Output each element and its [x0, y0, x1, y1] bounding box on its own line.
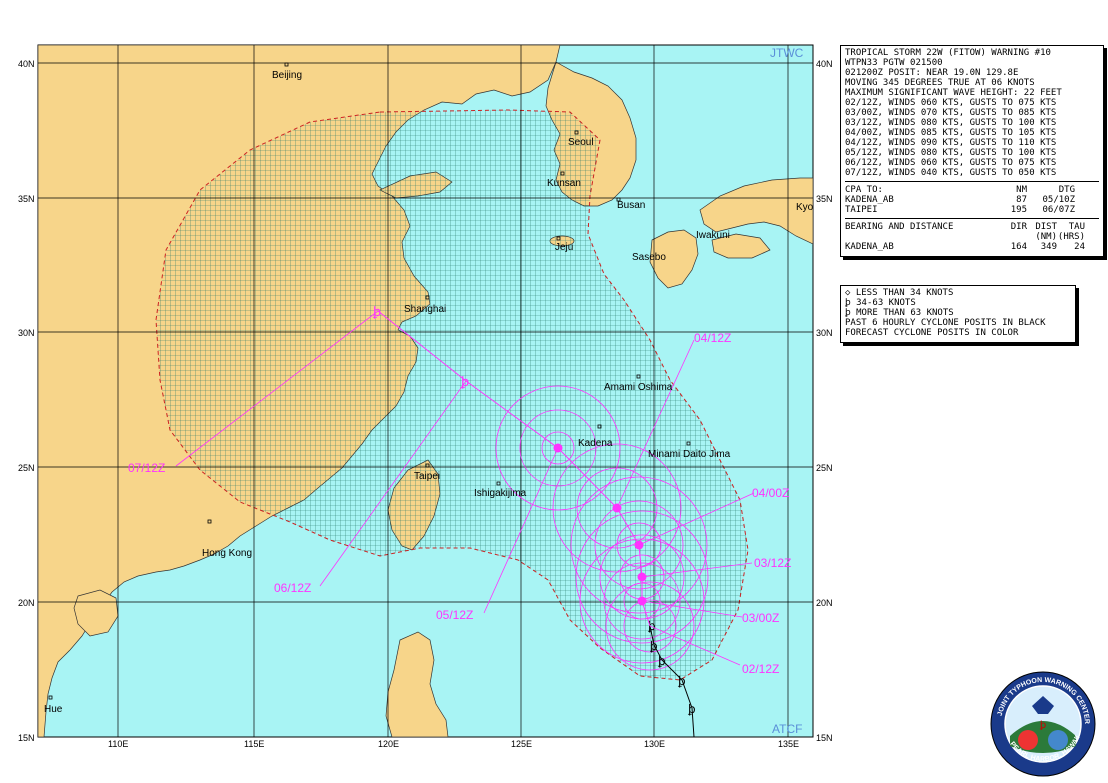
jtwc-seal: ꝧ JOINT TYPHOON WARNING CENTER PEARL HAR… [990, 671, 1096, 777]
place-kyo: Kyo [796, 202, 814, 213]
land-hainan [73, 589, 119, 637]
wind-radii [495, 385, 709, 671]
place-ishigakijima: Ishigakijima [474, 488, 527, 499]
warning-info-panel: TROPICAL STORM 22W (FITOW) WARNING #10 W… [840, 45, 1104, 257]
svg-text:ꝧ: ꝧ [657, 654, 666, 668]
svg-text:40N: 40N [18, 59, 35, 69]
label-06-12z: 06/12Z [274, 581, 311, 595]
legend-item-strong: ꝧ MORE THAN 63 KNOTS [845, 308, 954, 318]
svg-text:115E: 115E [244, 739, 264, 749]
legend-note-past: PAST 6 HOURLY CYCLONE POSITS IN BLACK [845, 318, 1046, 328]
svg-text:20N: 20N [18, 598, 35, 608]
place-minami-daito-jima: Minami Daito Jima [648, 449, 731, 460]
legend-panel: ◇ LESS THAN 34 KNOTS ꝧ 34-63 KNOTS ꝧ MOR… [840, 285, 1076, 343]
danger-area [155, 109, 749, 681]
forecast-line: 03/00Z, WINDS 070 KTS, GUSTS TO 085 KTS [845, 108, 1057, 118]
forecast-line: 04/12Z, WINDS 090 KTS, GUSTS TO 110 KTS [845, 138, 1057, 148]
label-04-00z: 04/00Z [752, 486, 789, 500]
forecast-line: 03/12Z, WINDS 080 KTS, GUSTS TO 100 KTS [845, 118, 1057, 128]
label-04-12z: 04/12Z [694, 331, 731, 345]
svg-text:25N: 25N [816, 463, 833, 473]
forecast-line: 04/00Z, WINDS 085 KTS, GUSTS TO 105 KTS [845, 128, 1057, 138]
place-kunsan: Kunsan [547, 178, 581, 189]
svg-text:30N: 30N [816, 328, 833, 338]
lat-tick-labels-left: 40N 35N 30N 25N 20N 15N [18, 59, 35, 743]
label-02-12z: 02/12Z [742, 662, 779, 676]
label-07-12z: 07/12Z [128, 461, 165, 475]
forecast-line: 05/12Z, WINDS 080 KTS, GUSTS TO 100 KTS [845, 148, 1057, 158]
place-markers [48, 62, 691, 700]
lat-tick-labels-right: 40N 35N 30N 25N 20N 15N [816, 59, 833, 743]
svg-text:40N: 40N [816, 59, 833, 69]
svg-text:15N: 15N [816, 733, 833, 743]
svg-text:ꝧ: ꝧ [647, 619, 656, 633]
place-kadena: Kadena [578, 438, 613, 449]
circle-open-icon: ◇ [845, 288, 856, 298]
bearing-row: KADENA_AB 164 349 24 [845, 242, 1085, 252]
place-iwakuni: Iwakuni [696, 230, 730, 241]
svg-text:ꝧ: ꝧ [677, 674, 686, 688]
legend-item-moderate: ꝧ 34-63 KNOTS [845, 298, 916, 308]
svg-text:ꝧ: ꝧ [649, 639, 658, 653]
forecast-line: 06/12Z, WINDS 060 KTS, GUSTS TO 075 KTS [845, 158, 1057, 168]
label-05-12z: 05/12Z [436, 608, 473, 622]
legend-note-forecast: FORECAST CYCLONE POSITS IN COLOR [845, 328, 1019, 338]
lon-tick-labels: 110E 115E 120E 125E 130E 135E [108, 739, 799, 749]
label-03-00z: 03/00Z [742, 611, 779, 625]
svg-text:120E: 120E [378, 739, 399, 749]
place-hue: Hue [44, 704, 63, 715]
svg-text:25N: 25N [18, 463, 35, 473]
svg-text:35N: 35N [816, 194, 833, 204]
place-amami-oshima: Amami Oshima [604, 382, 673, 393]
land-japan-honshu [699, 177, 813, 245]
svg-text:130E: 130E [644, 739, 665, 749]
warning-moving: MOVING 345 DEGREES TRUE AT 06 KNOTS [845, 78, 1035, 88]
land-japan-kyushu [649, 229, 699, 289]
warning-title: TROPICAL STORM 22W (FITOW) WARNING #10 [845, 48, 1051, 58]
svg-text:110E: 110E [108, 739, 128, 749]
svg-text:20N: 20N [816, 598, 833, 608]
label-leaders [175, 310, 755, 666]
svg-text:15N: 15N [18, 733, 35, 743]
warning-id: WTPN33 PGTW 021500 [845, 58, 943, 68]
place-busan: Busan [617, 200, 645, 211]
cyclone-filled-icon: ꝧ [845, 308, 857, 318]
place-shanghai: Shanghai [404, 304, 446, 315]
past-track: ꝧ ꝧ ꝧ ꝧ ꝧ [647, 619, 696, 738]
corner-label-atcf: ATCF [772, 722, 802, 736]
lat-lon-grid [38, 45, 813, 737]
cpa-row: KADENA_AB 87 05/10Z [845, 195, 1075, 205]
svg-text:125E: 125E [511, 739, 532, 749]
cyclone-open-icon: ꝧ [845, 298, 857, 308]
place-hong-kong: Hong Kong [202, 548, 252, 559]
warning-posit: 021200Z POSIT: NEAR 19.0N 129.8E [845, 68, 1019, 78]
place-sasebo: Sasebo [632, 252, 666, 263]
place-seoul: Seoul [568, 137, 594, 148]
svg-text:35N: 35N [18, 194, 35, 204]
legend-item-weak: ◇ LESS THAN 34 KNOTS [845, 288, 954, 298]
svg-text:ꝧ: ꝧ [1039, 720, 1046, 731]
bearing-header: BEARING AND DISTANCE DIR DIST TAU [845, 222, 1085, 232]
place-beijing: Beijing [272, 70, 302, 81]
corner-label-jtwc: JTWC [770, 46, 804, 60]
forecast-line: 07/12Z, WINDS 040 KTS, GUSTS TO 050 KTS [845, 168, 1057, 178]
cpa-header: CPA TO: NM DTG [845, 185, 1075, 195]
cpa-row: TAIPEI 195 06/07Z [845, 205, 1075, 215]
forecast-line: 02/12Z, WINDS 060 KTS, GUSTS TO 075 KTS [845, 98, 1057, 108]
place-taipei: Taipei [414, 471, 440, 482]
bearing-units: (NM) (HRS) [1035, 232, 1085, 242]
svg-text:135E: 135E [778, 739, 799, 749]
label-03-12z: 03/12Z [754, 556, 791, 570]
warning-wave-height: MAXIMUM SIGNIFICANT WAVE HEIGHT: 22 FEET [845, 88, 1062, 98]
place-jeju: Jeju [555, 242, 573, 253]
svg-text:30N: 30N [18, 328, 35, 338]
land-japan-shikoku [711, 233, 771, 259]
svg-text:ꝧ: ꝧ [687, 702, 696, 716]
